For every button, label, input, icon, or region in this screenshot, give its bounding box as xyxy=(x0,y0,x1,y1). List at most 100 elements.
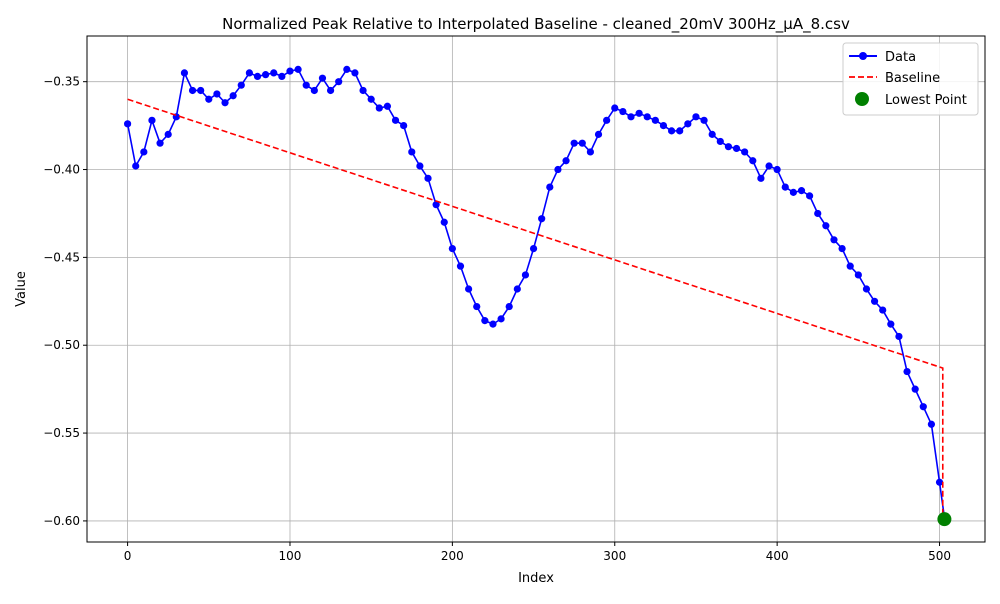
data-point-marker xyxy=(513,285,521,293)
series-layer xyxy=(123,65,952,527)
data-point-marker xyxy=(822,222,830,230)
data-point-marker xyxy=(205,95,213,103)
data-point-marker xyxy=(335,78,343,86)
data-point-marker xyxy=(521,271,530,279)
data-point-marker xyxy=(310,86,318,95)
data-point-marker xyxy=(887,320,895,328)
data-point-marker xyxy=(465,285,473,293)
data-point-marker xyxy=(408,148,416,156)
data-point-marker xyxy=(773,165,781,174)
data-point-marker xyxy=(253,72,262,81)
data-point-marker xyxy=(594,130,603,138)
data-point-marker xyxy=(456,262,465,270)
grid-lines xyxy=(87,36,985,542)
legend-label-lowest-point: Lowest Point xyxy=(885,93,967,108)
data-point-marker xyxy=(838,244,846,253)
x-tick-label: 0 xyxy=(124,549,132,563)
data-point-marker xyxy=(440,218,448,226)
data-point-marker xyxy=(180,69,189,77)
y-tick-label: −0.55 xyxy=(43,426,80,440)
data-point-marker xyxy=(221,99,229,107)
data-point-marker xyxy=(424,174,432,182)
data-point-marker xyxy=(400,122,408,130)
data-point-marker xyxy=(351,69,359,77)
data-point-marker xyxy=(359,86,367,95)
data-point-marker xyxy=(432,201,440,209)
data-point-marker xyxy=(197,86,205,95)
data-point-marker xyxy=(692,113,700,121)
data-point-marker xyxy=(919,403,927,411)
data-point-marker xyxy=(245,69,253,77)
data-point-marker xyxy=(554,165,562,174)
data-point-marker xyxy=(611,104,619,112)
data-point-marker xyxy=(505,302,513,311)
data-point-marker xyxy=(741,148,749,156)
legend: Data Baseline Lowest Point xyxy=(842,42,979,116)
data-point-marker xyxy=(627,113,635,121)
y-tick-label: −0.50 xyxy=(43,338,80,352)
data-point-marker xyxy=(383,102,392,110)
data-point-marker xyxy=(676,127,684,135)
data-point-marker xyxy=(497,315,505,323)
data-point-marker xyxy=(716,137,724,146)
y-tick-label: −0.45 xyxy=(43,250,80,264)
data-point-marker xyxy=(935,478,944,486)
y-tick-label: −0.40 xyxy=(43,163,80,177)
data-point-marker xyxy=(927,420,936,428)
data-point-marker xyxy=(806,192,814,200)
data-point-marker xyxy=(635,109,643,117)
data-point-marker xyxy=(911,385,919,393)
data-point-marker xyxy=(237,81,245,89)
legend-box xyxy=(842,42,979,116)
x-tick-label: 500 xyxy=(928,549,951,563)
x-tick-label: 100 xyxy=(279,549,302,563)
data-point-marker xyxy=(870,297,879,305)
data-point-marker xyxy=(570,139,578,147)
data-point-marker xyxy=(123,120,132,128)
data-point-marker xyxy=(294,65,302,73)
lowest-point-marker xyxy=(937,512,952,527)
data-point-marker xyxy=(448,244,456,253)
data-point-marker xyxy=(643,113,651,121)
data-point-marker xyxy=(830,236,838,244)
data-point-marker xyxy=(270,69,278,77)
legend-label-data: Data xyxy=(885,50,916,65)
data-point-marker xyxy=(708,130,716,138)
x-tick-label: 300 xyxy=(603,549,626,563)
x-tick-label: 200 xyxy=(441,549,464,563)
data-point-marker xyxy=(375,104,383,112)
data-point-marker xyxy=(854,271,862,279)
data-point-marker xyxy=(562,157,570,165)
y-axis-label: Value xyxy=(14,271,29,307)
data-point-marker xyxy=(326,86,335,95)
legend-lowest-point-swatch xyxy=(855,92,869,106)
data-point-marker xyxy=(148,116,156,124)
data-point-marker xyxy=(879,306,887,314)
data-point-marker xyxy=(367,95,375,103)
data-point-marker xyxy=(164,130,172,138)
data-point-marker xyxy=(156,139,164,147)
data-point-marker xyxy=(789,188,797,196)
data-point-marker xyxy=(278,72,286,81)
x-axis-label: Index xyxy=(518,571,554,586)
data-point-marker xyxy=(700,116,708,124)
data-point-marker xyxy=(667,127,676,135)
data-point-marker xyxy=(724,143,733,151)
data-point-marker xyxy=(188,86,197,95)
plot-frame xyxy=(86,35,986,543)
data-point-marker xyxy=(416,162,424,170)
legend-data-swatch-marker xyxy=(859,52,867,60)
data-point-marker xyxy=(391,116,400,124)
axis-ticks: 0 100 200 300 400 500 −0.60 −0.55 −0.50 −0.45 −0.4… xyxy=(43,75,951,563)
data-point-marker xyxy=(781,183,789,191)
data-point-marker xyxy=(586,148,594,156)
data-point-marker xyxy=(473,302,481,311)
data-point-marker xyxy=(546,183,554,191)
data-point-marker xyxy=(318,74,327,82)
data-point-marker xyxy=(286,67,294,75)
data-point-marker xyxy=(578,139,586,147)
chart-title: Normalized Peak Relative to Interpolated… xyxy=(222,15,850,34)
